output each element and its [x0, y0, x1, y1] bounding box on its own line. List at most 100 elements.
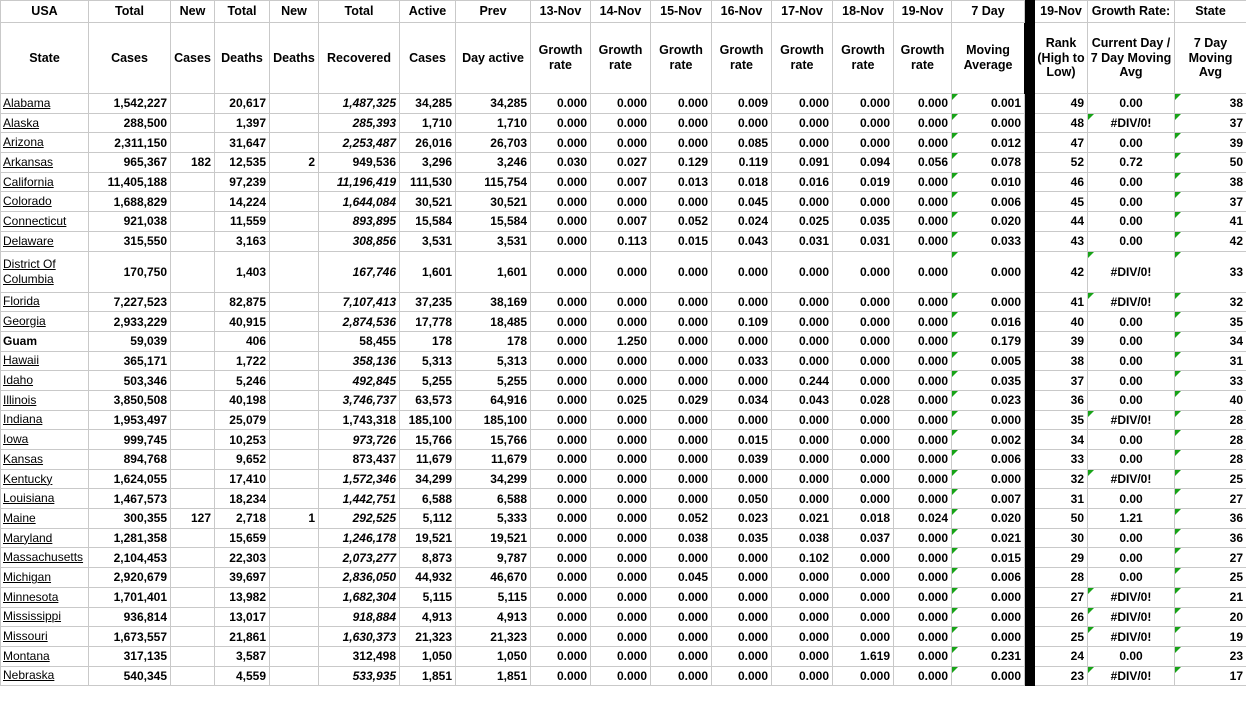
cell-new_deaths[interactable]: [269, 429, 319, 450]
cell-state[interactable]: Idaho: [0, 370, 89, 391]
cell-active[interactable]: 3,531: [399, 230, 456, 252]
cell-cases[interactable]: 2,104,453: [88, 547, 171, 569]
cell-ratio[interactable]: 0.00: [1087, 350, 1175, 372]
cell-new_cases[interactable]: [170, 665, 215, 687]
state-link[interactable]: Michigan: [3, 569, 52, 584]
cell-g6[interactable]: 0.000: [893, 230, 952, 252]
cell-recovered[interactable]: 292,525: [318, 508, 400, 529]
cell-cases[interactable]: 936,814: [88, 606, 171, 628]
cell-g1[interactable]: 0.000: [590, 311, 651, 332]
cell-active[interactable]: 5,313: [399, 350, 456, 372]
cell-new_cases[interactable]: [170, 112, 215, 134]
cell-prev[interactable]: 46,670: [455, 567, 531, 588]
cell-recovered[interactable]: 358,136: [318, 350, 400, 372]
cell-state[interactable]: Illinois: [0, 389, 89, 411]
cell-active[interactable]: 1,050: [399, 645, 456, 667]
cell-prev[interactable]: 3,531: [455, 230, 531, 252]
cell-ratio[interactable]: 0.00: [1087, 449, 1175, 470]
cell-g1[interactable]: 0.000: [590, 449, 651, 470]
cell-g0[interactable]: 0.000: [530, 606, 591, 628]
cell-rank[interactable]: 35: [1034, 409, 1088, 431]
cell-g6[interactable]: 0.000: [893, 449, 952, 470]
cell-cases[interactable]: 503,346: [88, 370, 171, 391]
cell-g0[interactable]: 0.000: [530, 429, 591, 450]
cell-rank[interactable]: 49: [1034, 93, 1088, 114]
cell-recovered[interactable]: 2,253,487: [318, 132, 400, 154]
state-link[interactable]: Florida: [3, 294, 40, 309]
cell-prev[interactable]: 185,100: [455, 409, 531, 431]
cell-state7[interactable]: 39: [1174, 132, 1246, 154]
cell-new_cases[interactable]: [170, 171, 215, 193]
cell-rank[interactable]: 27: [1034, 586, 1088, 608]
cell-new_deaths[interactable]: [269, 567, 319, 588]
cell-g5[interactable]: 0.000: [832, 567, 894, 588]
cell-g1[interactable]: 0.000: [590, 567, 651, 588]
cell-recovered[interactable]: 312,498: [318, 645, 400, 667]
cell-active[interactable]: 63,573: [399, 389, 456, 411]
state-link[interactable]: Minnesota: [3, 589, 59, 604]
cell-new_deaths[interactable]: [269, 586, 319, 608]
cell-cases[interactable]: 1,467,573: [88, 488, 171, 510]
cell-state[interactable]: Delaware: [0, 230, 89, 252]
cell-prev[interactable]: 30,521: [455, 191, 531, 213]
cell-g5[interactable]: 0.000: [832, 409, 894, 431]
cell-g2[interactable]: 0.000: [650, 468, 712, 490]
cell-prev[interactable]: 19,521: [455, 527, 531, 549]
cell-rank[interactable]: 46: [1034, 171, 1088, 193]
cell-g5[interactable]: 0.000: [832, 93, 894, 114]
cell-new_cases[interactable]: 182: [170, 152, 215, 173]
cell-rank[interactable]: 41: [1034, 291, 1088, 313]
cell-g5[interactable]: 0.019: [832, 171, 894, 193]
state-link[interactable]: Illinois: [3, 392, 37, 407]
cell-state7[interactable]: 36: [1174, 508, 1246, 529]
cell-ratio[interactable]: 0.00: [1087, 527, 1175, 549]
cell-cases[interactable]: 11,405,188: [88, 171, 171, 193]
cell-prev[interactable]: 1,050: [455, 645, 531, 667]
cell-g4[interactable]: 0.000: [771, 330, 833, 352]
cell-recovered[interactable]: 492,845: [318, 370, 400, 391]
cell-new_cases[interactable]: [170, 468, 215, 490]
state-link[interactable]: Colorado: [3, 194, 52, 209]
cell-ratio[interactable]: 0.00: [1087, 230, 1175, 252]
cell-state[interactable]: Arizona: [0, 132, 89, 154]
cell-ratio[interactable]: 0.00: [1087, 311, 1175, 332]
cell-g5[interactable]: 0.000: [832, 291, 894, 313]
cell-rank[interactable]: 34: [1034, 429, 1088, 450]
cell-g6[interactable]: 0.000: [893, 311, 952, 332]
cell-deaths[interactable]: 10,253: [214, 429, 270, 450]
cell-cases[interactable]: 315,550: [88, 230, 171, 252]
cell-avg7[interactable]: 0.078: [951, 152, 1025, 173]
state-link[interactable]: Louisiana: [3, 491, 55, 506]
cell-g0[interactable]: 0.000: [530, 527, 591, 549]
cell-avg7[interactable]: 0.000: [951, 586, 1025, 608]
cell-g6[interactable]: 0.000: [893, 527, 952, 549]
cell-cases[interactable]: 170,750: [88, 250, 171, 293]
cell-g0[interactable]: 0.000: [530, 93, 591, 114]
cell-g6[interactable]: 0.000: [893, 132, 952, 154]
cell-g1[interactable]: 0.000: [590, 508, 651, 529]
cell-g4[interactable]: 0.000: [771, 586, 833, 608]
header-new_cases[interactable]: Cases: [170, 22, 215, 94]
cell-state[interactable]: Massachusetts: [0, 547, 89, 569]
cell-rank[interactable]: 36: [1034, 389, 1088, 411]
cell-deaths[interactable]: 97,239: [214, 171, 270, 193]
cell-recovered[interactable]: 167,746: [318, 250, 400, 293]
cell-state7[interactable]: 28: [1174, 429, 1246, 450]
cell-g4[interactable]: 0.000: [771, 567, 833, 588]
cell-avg7[interactable]: 0.006: [951, 567, 1025, 588]
state-link[interactable]: Montana: [3, 648, 50, 663]
cell-g0[interactable]: 0.000: [530, 112, 591, 134]
cell-g1[interactable]: 0.113: [590, 230, 651, 252]
cell-g2[interactable]: 0.000: [650, 626, 712, 647]
cell-new_deaths[interactable]: [269, 350, 319, 372]
cell-g3[interactable]: 0.039: [711, 449, 772, 470]
cell-deaths[interactable]: 39,697: [214, 567, 270, 588]
cell-prev[interactable]: 4,913: [455, 606, 531, 628]
cell-ratio[interactable]: 0.00: [1087, 567, 1175, 588]
cell-active[interactable]: 1,710: [399, 112, 456, 134]
cell-g2[interactable]: 0.000: [650, 488, 712, 510]
cell-new_cases[interactable]: [170, 93, 215, 114]
cell-new_cases[interactable]: [170, 645, 215, 667]
cell-g2[interactable]: 0.000: [650, 645, 712, 667]
cell-ratio[interactable]: #DIV/0!: [1087, 665, 1175, 687]
